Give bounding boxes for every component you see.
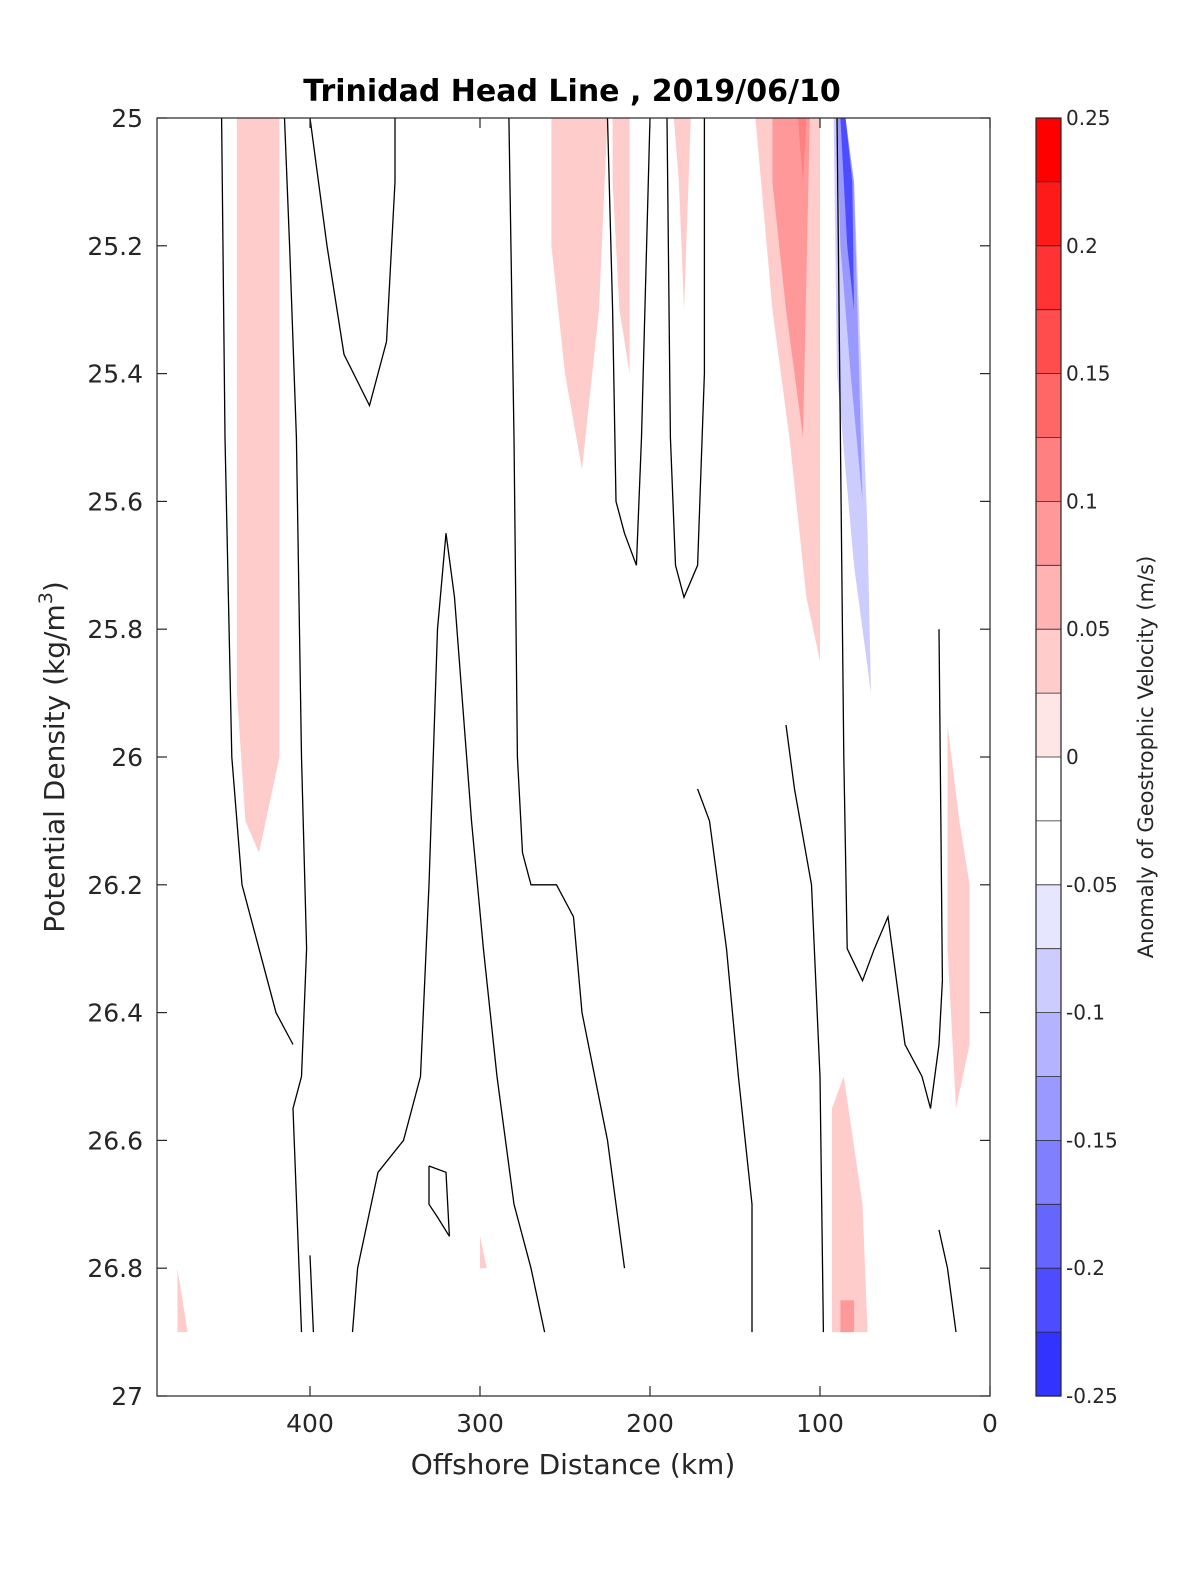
colorbar-tick-label-7: -0.1 <box>1066 1001 1105 1025</box>
colorbar-band-10 <box>1036 757 1061 822</box>
colorbar-band-19 <box>1036 1332 1061 1397</box>
y-tick-label-9: 26.8 <box>87 1254 143 1283</box>
anomaly-region-12 <box>840 118 854 310</box>
y-axis-label-main: Potential Density (kg/m <box>38 604 71 933</box>
zero-contour-5 <box>508 118 626 1269</box>
x-tick-label-3: 100 <box>796 1409 844 1438</box>
colorbar-tick-label-4: 0.05 <box>1066 617 1111 641</box>
anomaly-region-4 <box>612 118 630 374</box>
colorbar-tick-label-8: -0.15 <box>1066 1128 1118 1152</box>
colorbar-tick-label-1: 0.2 <box>1066 234 1098 258</box>
y-tick-label-2: 25.4 <box>87 360 143 389</box>
colorbar-band-16 <box>1036 1140 1061 1205</box>
colorbar-band-15 <box>1036 1076 1061 1141</box>
anomaly-region-2 <box>468 118 506 566</box>
zero-contour-13 <box>938 1229 957 1333</box>
y-axis-label: Potential Density (kg/m3) <box>35 581 71 933</box>
zero-contour-2 <box>309 118 396 408</box>
y-tick-label-0: 25 <box>111 104 143 133</box>
anomaly-region-0 <box>187 118 212 502</box>
y-tick-label-10: 27 <box>111 1382 143 1411</box>
colorbar-band-1 <box>1036 181 1061 247</box>
colorbar-band-9 <box>1036 693 1061 758</box>
colorbar-band-6 <box>1036 501 1061 566</box>
anomaly-region-11 <box>837 118 863 502</box>
anomaly-region-13 <box>947 725 970 1109</box>
colorbar-band-11 <box>1036 820 1061 886</box>
zero-contour-7 <box>666 118 706 600</box>
zero-contour-4 <box>445 533 546 1333</box>
anomaly-region-3 <box>551 118 608 470</box>
colorbar-tick-label-9: -0.2 <box>1066 1256 1105 1280</box>
colorbar-tick-label-2: 0.15 <box>1066 362 1111 386</box>
colorbar-band-18 <box>1036 1268 1061 1333</box>
anomaly-region-20 <box>177 1268 188 1333</box>
zero-contour-6 <box>606 118 651 566</box>
colorbar-tick-label-10: -0.25 <box>1066 1384 1118 1408</box>
anomaly-region-18 <box>576 1236 610 1333</box>
colorbar-tick-label-5: 0 <box>1066 745 1079 769</box>
anomaly-region-7 <box>772 118 810 438</box>
y-axis-label-sup: 3 <box>35 592 57 604</box>
colorbar-band-13 <box>1036 948 1061 1014</box>
x-tick-label-4: 0 <box>982 1409 998 1438</box>
chart-title: Trinidad Head Line , 2019/06/10 <box>303 74 840 109</box>
y-tick-label-8: 26.6 <box>87 1126 143 1155</box>
colorbar-band-17 <box>1036 1204 1061 1269</box>
colorbar-tick-label-0: 0.25 <box>1066 106 1111 130</box>
colorbar-label: Anomaly of Geostrophic Velocity (m/s) <box>1134 556 1158 959</box>
anomaly-region-16 <box>840 1300 854 1333</box>
zero-contour-8 <box>696 788 753 1333</box>
anomaly-region-17 <box>233 1236 276 1333</box>
colorbar-tick-label-6: -0.05 <box>1066 873 1118 897</box>
x-axis-label: Offshore Distance (km) <box>411 1448 736 1481</box>
colorbar-band-8 <box>1036 629 1061 694</box>
zero-contour-1 <box>283 118 308 1333</box>
colorbar-tick-label-3: 0.1 <box>1066 489 1098 513</box>
x-tick-label-1: 300 <box>456 1409 504 1438</box>
colorbar-band-4 <box>1036 373 1061 439</box>
anomaly-region-21 <box>933 1300 943 1333</box>
anomaly-region-5 <box>673 118 691 310</box>
zero-contour-10 <box>836 118 944 1109</box>
anomaly-region-14 <box>765 1012 807 1333</box>
y-tick-label-6: 26.2 <box>87 871 143 900</box>
colorbar-band-7 <box>1036 565 1061 630</box>
colorbar-band-3 <box>1036 309 1061 375</box>
colorbar-band-0 <box>1036 118 1061 183</box>
anomaly-region-19 <box>480 1236 487 1269</box>
zero-contour-3 <box>351 533 447 1333</box>
anomaly-region-15 <box>831 1076 868 1333</box>
colorbar-frame <box>1035 117 1062 1397</box>
anomaly-region-1 <box>236 118 280 853</box>
colorbar-band-12 <box>1036 884 1061 950</box>
zero-contour-0 <box>220 118 294 1045</box>
y-axis-label-tail: ) <box>38 581 71 592</box>
y-tick-label-4: 25.8 <box>87 615 143 644</box>
colorbar-band-2 <box>1036 245 1061 311</box>
x-tick-label-2: 200 <box>626 1409 674 1438</box>
x-tick-label-0: 400 <box>286 1409 334 1438</box>
colorbar-band-5 <box>1036 437 1061 502</box>
y-tick-label-5: 26 <box>111 743 143 772</box>
zero-contour-11 <box>428 1165 451 1237</box>
colorbar-band-14 <box>1036 1012 1061 1078</box>
anomaly-region-8 <box>797 118 807 182</box>
y-tick-label-3: 25.6 <box>87 487 143 516</box>
zero-contour-12 <box>309 1255 315 1333</box>
y-tick-label-7: 26.4 <box>87 999 143 1028</box>
y-tick-label-1: 25.2 <box>87 232 143 261</box>
zero-contour-9 <box>785 724 825 1333</box>
